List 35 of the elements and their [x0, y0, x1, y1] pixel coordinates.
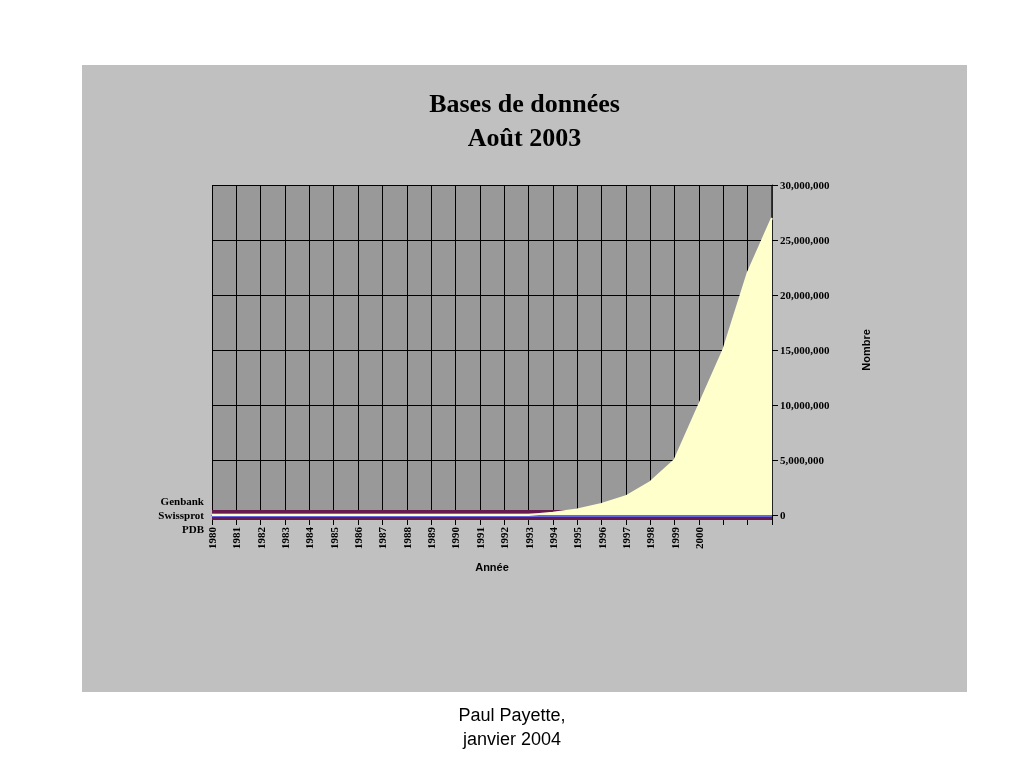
x-tick-label: 1999	[668, 526, 681, 549]
series-label: Swissprot	[158, 509, 205, 521]
x-tick-label: 1988	[400, 526, 413, 549]
chart-title: Bases de données Août 2003	[429, 88, 620, 152]
y-axis-title: Nombre	[859, 329, 872, 371]
x-tick-label: 1993	[522, 526, 535, 549]
x-tick-label: 1986	[352, 526, 365, 549]
text: Paul Payette, janvier 2004	[457, 704, 567, 751]
y-tick-label: 0	[780, 509, 786, 521]
x-tick-label: 1992	[498, 526, 511, 549]
y-tick-label: 30,000,000	[780, 179, 830, 191]
x-tick-label: 1998	[644, 526, 657, 549]
y-tick-label: 20,000,000	[780, 289, 830, 301]
x-tick-label: 1989	[425, 526, 438, 549]
x-tick-label: 1990	[449, 526, 462, 549]
x-tick-label: 1982	[254, 526, 267, 549]
series-label: PDB	[182, 523, 205, 535]
x-tick-label: 1981	[230, 527, 243, 549]
y-tick-label: 5,000,000	[780, 454, 825, 466]
x-axis-title: Année	[475, 560, 509, 573]
x-tick-label: 1996	[595, 526, 608, 549]
x-tick-label: 1987	[376, 526, 389, 549]
x-tick-label: 2000	[692, 526, 705, 549]
x-tick-label: 1985	[327, 526, 340, 549]
y-tick-label: 10,000,000	[780, 399, 830, 411]
x-tick-label: 1994	[546, 526, 559, 549]
y-tick-label: 25,000,000	[780, 234, 830, 246]
x-tick-label: 1980	[206, 526, 218, 549]
x-tick-label: 1984	[303, 526, 316, 549]
x-tick-label: 1997	[619, 526, 632, 549]
x-tick-label: 1995	[571, 526, 584, 549]
x-tick-label: 1983	[279, 526, 292, 549]
y-tick-label: 15,000,000	[780, 344, 830, 356]
x-tick-label: 1991	[473, 527, 486, 549]
series-label: Genbank	[160, 495, 205, 507]
